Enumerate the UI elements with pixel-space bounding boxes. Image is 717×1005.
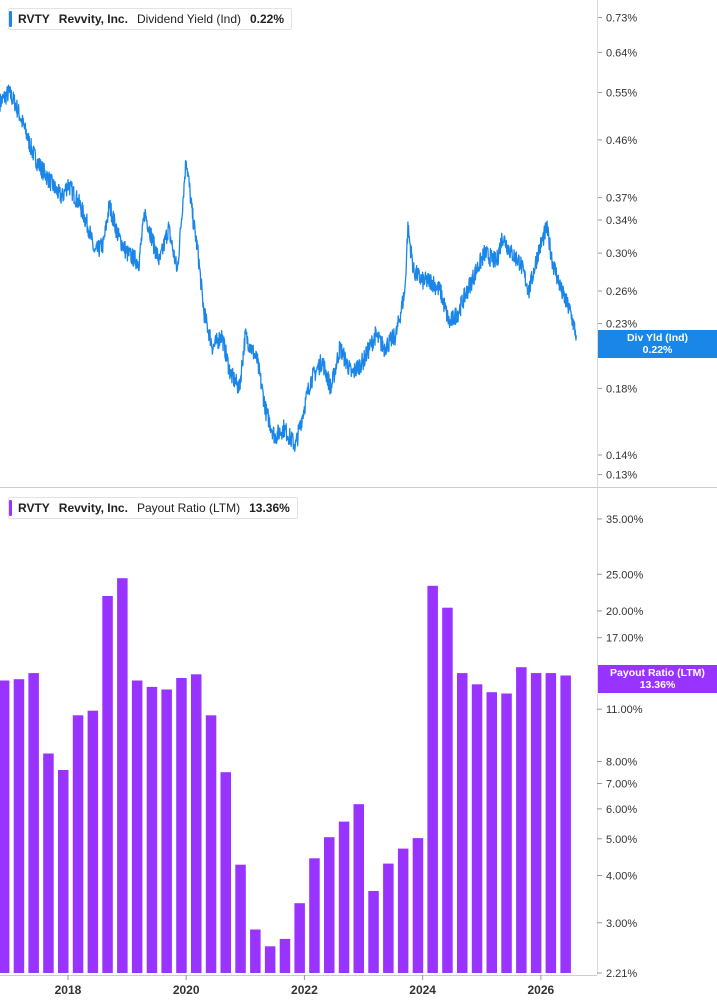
top-y-tick-label-hidden: 0.23% bbox=[606, 318, 637, 330]
bottom-legend: RVTY Revvity, Inc. Payout Ratio (LTM) 13… bbox=[8, 497, 298, 519]
top-legend-metric: Dividend Yield (Ind) bbox=[136, 12, 241, 26]
payout-ratio-bar bbox=[235, 864, 246, 973]
payout-ratio-bar bbox=[146, 686, 158, 973]
payout-ratio-bar bbox=[545, 673, 557, 973]
payout-ratio-bar bbox=[501, 693, 512, 973]
payout-ratio-bar bbox=[102, 596, 113, 973]
payout-ratio-bar bbox=[353, 804, 364, 973]
payout-ratio-bar bbox=[397, 848, 409, 973]
top-legend-company: Revvity, Inc. bbox=[58, 12, 128, 26]
payout-ratio-bar bbox=[117, 578, 128, 973]
bottom-legend-company: Revvity, Inc. bbox=[58, 501, 128, 515]
payout-ratio-bar bbox=[530, 673, 542, 973]
payout-ratio-bar bbox=[294, 903, 305, 973]
bottom-y-tick-label: 3.00% bbox=[606, 918, 637, 930]
payout-ratio-bar bbox=[250, 929, 261, 973]
x-tick-label: 2026 bbox=[527, 983, 554, 997]
top-legend-value: 0.22% bbox=[250, 12, 285, 26]
bottom-y-tick-label: 20.00% bbox=[606, 606, 644, 618]
payout-ratio-bar bbox=[442, 607, 453, 973]
payout-ratio-bar bbox=[43, 753, 54, 973]
payout-ratio-bar bbox=[205, 715, 217, 973]
bottom-legend-metric: Payout Ratio (LTM) bbox=[136, 501, 241, 515]
x-tick-label: 2020 bbox=[173, 983, 200, 997]
bottom-y-tick-label: 11.00% bbox=[606, 704, 643, 716]
top-y-tick-label: 0.14% bbox=[606, 450, 637, 462]
payout-ratio-bar bbox=[471, 684, 483, 973]
div-yield-tag-value: 0.22% bbox=[642, 344, 673, 356]
payout-ratio-bar bbox=[560, 675, 571, 973]
payout-ratio-bar bbox=[457, 673, 468, 973]
bottom-legend-color-bar bbox=[9, 500, 12, 516]
x-tick-label: 2022 bbox=[291, 983, 318, 997]
payout-ratio-bar bbox=[13, 679, 25, 973]
payout-ratio-bar bbox=[264, 946, 276, 973]
x-tick-label: 2018 bbox=[55, 983, 82, 997]
payout-ratio-tag-value: 13.36% bbox=[639, 679, 676, 691]
top-legend-ticker: RVTY bbox=[18, 12, 50, 26]
top-y-tick-label: 0.37% bbox=[606, 193, 637, 205]
bottom-y-tick-label: 5.00% bbox=[606, 834, 637, 846]
x-tick-label: 2024 bbox=[409, 983, 436, 997]
bottom-y-tick-label: 2.21% bbox=[606, 968, 637, 980]
payout-ratio-bar bbox=[176, 678, 187, 973]
dividend-yield-line bbox=[0, 84, 577, 452]
top-y-tick-label: 0.73% bbox=[606, 13, 637, 25]
payout-ratio-bar bbox=[338, 821, 350, 973]
payout-ratio-bar bbox=[279, 938, 291, 973]
payout-ratio-bar bbox=[191, 674, 202, 973]
bottom-y-tick-label: 35.00% bbox=[606, 514, 644, 526]
top-y-tick-label: 0.64% bbox=[606, 47, 637, 59]
bottom-y-tick-label: 8.00% bbox=[606, 757, 637, 769]
payout-ratio-bar bbox=[0, 680, 10, 973]
payout-ratio-tag: Payout Ratio (LTM) 13.36% bbox=[598, 665, 717, 693]
payout-ratio-tag-label: Payout Ratio (LTM) bbox=[610, 667, 705, 679]
bottom-y-tick-label: 7.00% bbox=[606, 778, 637, 790]
div-yield-tag-label: Div Yld (Ind) bbox=[626, 332, 689, 344]
top-y-tick-label: 0.26% bbox=[606, 286, 637, 298]
top-y-tick-label: 0.13% bbox=[606, 470, 637, 482]
payout-ratio-bar bbox=[131, 680, 143, 973]
payout-ratio-bar bbox=[412, 838, 424, 973]
div-yield-tag: Div Yld (Ind) 0.22% bbox=[598, 330, 717, 358]
payout-ratio-bar bbox=[516, 667, 527, 973]
top-legend: RVTY Revvity, Inc. Dividend Yield (Ind) … bbox=[8, 8, 293, 30]
payout-ratio-bar bbox=[427, 585, 438, 973]
bottom-legend-value: 13.36% bbox=[249, 501, 290, 515]
bottom-y-tick-label: 17.00% bbox=[606, 633, 644, 645]
payout-ratio-bar bbox=[383, 863, 394, 973]
payout-ratio-bar bbox=[28, 673, 39, 973]
bottom-y-tick-label: 4.00% bbox=[606, 870, 637, 882]
bottom-legend-ticker: RVTY bbox=[18, 501, 50, 515]
payout-ratio-bar bbox=[486, 692, 497, 973]
payout-ratio-bar bbox=[324, 837, 335, 973]
top-y-tick-label: 0.18% bbox=[606, 383, 637, 395]
top-y-tick-label: 0.34% bbox=[606, 215, 637, 227]
payout-ratio-bar bbox=[58, 770, 69, 973]
bottom-y-tick-label: 6.00% bbox=[606, 804, 637, 816]
payout-ratio-bar bbox=[309, 858, 320, 973]
top-y-tick-label: 0.55% bbox=[606, 88, 637, 100]
payout-ratio-bar bbox=[161, 689, 172, 973]
top-y-tick-label: 0.46% bbox=[606, 135, 637, 147]
payout-ratio-bar bbox=[220, 772, 231, 973]
bottom-y-tick-label: 25.00% bbox=[606, 569, 644, 581]
payout-ratio-bar bbox=[72, 715, 84, 973]
top-y-tick-label: 0.30% bbox=[606, 248, 637, 260]
payout-ratio-bar bbox=[368, 891, 379, 973]
top-legend-color-bar bbox=[9, 11, 12, 27]
payout-ratio-bar bbox=[87, 710, 99, 973]
